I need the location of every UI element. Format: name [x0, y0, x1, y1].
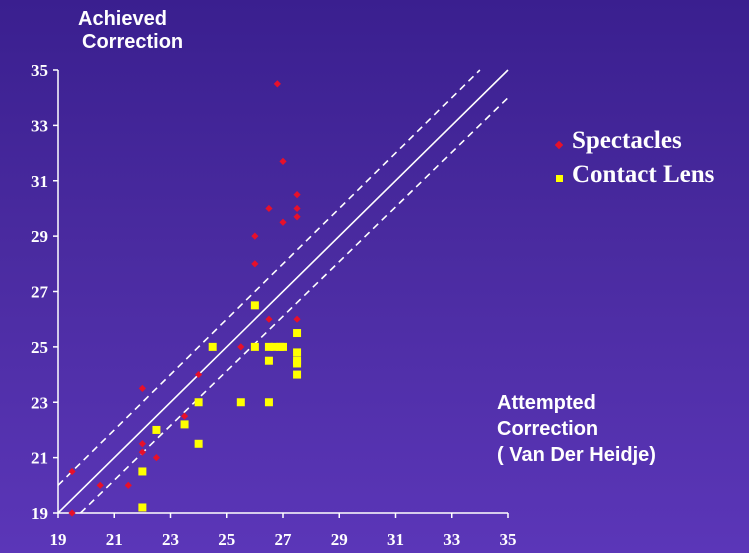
spectacles-point — [293, 315, 301, 323]
contact-lens-point — [250, 342, 259, 351]
y-tick-label: 21 — [31, 449, 48, 468]
dashed-reference-line — [79, 97, 509, 514]
x-tick-label: 35 — [500, 530, 517, 549]
spectacles-point — [293, 213, 301, 221]
spectacles-point — [279, 157, 287, 165]
spectacles-point — [251, 260, 259, 268]
x-tick-label: 25 — [218, 530, 235, 549]
y-tick-label: 31 — [31, 172, 48, 191]
spectacles-point — [96, 481, 104, 489]
square-marker-icon — [552, 161, 566, 189]
spectacles-point — [195, 370, 203, 379]
contact-lens-point — [264, 398, 273, 407]
x-tick-label: 19 — [50, 530, 67, 549]
contact-lens-point — [250, 301, 259, 310]
y-tick-label: 25 — [31, 338, 48, 357]
y-tick-label: 27 — [31, 283, 49, 302]
spectacles-point — [273, 80, 281, 88]
spectacles-point — [68, 509, 76, 517]
spectacles-point — [138, 440, 146, 448]
spectacles-point — [279, 218, 287, 226]
x-tick-label: 33 — [443, 530, 460, 549]
contact-lens-point — [293, 329, 302, 338]
legend-item-spectacles: Spectacles — [552, 124, 714, 158]
contact-lens-point — [138, 503, 147, 512]
spectacles-point — [68, 467, 76, 476]
x-axis-title-line: ( Van Der Heidje) — [497, 444, 656, 466]
contact-lens-point — [293, 359, 302, 368]
y-tick-label: 29 — [31, 227, 48, 246]
y-tick-label: 33 — [31, 116, 48, 135]
diamond-marker-icon — [552, 127, 566, 155]
x-tick-label: 21 — [106, 530, 123, 549]
contact-lens-point — [293, 348, 302, 357]
x-axis-title-line: Correction — [497, 418, 599, 440]
contact-lens-point — [264, 342, 273, 351]
spectacles-point — [265, 204, 273, 213]
dashed-reference-line — [57, 69, 481, 486]
y-tick-label: 23 — [31, 393, 48, 412]
spectacles-point — [138, 448, 146, 456]
legend-label: Spectacles — [572, 127, 682, 154]
y-axis-title: Achieved Correction — [78, 8, 228, 54]
spectacles-point — [138, 384, 146, 393]
y-axis-title-line: Correction — [82, 31, 184, 53]
axes — [53, 69, 509, 518]
data-points — [68, 80, 302, 517]
legend: Spectacles Contact Lens — [552, 124, 714, 192]
contact-lens-point — [279, 342, 287, 351]
contact-lens-point — [138, 467, 147, 476]
legend-item-contact-lens: Contact Lens — [552, 158, 714, 192]
x-axis-title: Attempted Correction ( Van Der Heidje) — [497, 390, 727, 468]
tick-labels: 19 21 23 25 27 29 31 33 35 19 21 23 25 27 29 31 33 35 — [31, 61, 517, 549]
contact-lens-point — [270, 342, 279, 351]
contact-lens-point — [208, 342, 217, 351]
contact-lens-point — [194, 439, 203, 448]
contact-lens-point — [194, 398, 203, 407]
spectacles-point — [237, 343, 245, 351]
spectacles-point — [293, 190, 301, 199]
spectacles-point — [265, 315, 273, 323]
spectacles-point — [251, 232, 259, 240]
spectacles-point — [152, 454, 161, 462]
contact-lens-point — [152, 425, 161, 434]
x-tick-label: 27 — [275, 530, 293, 549]
contact-lens-point — [236, 398, 245, 407]
y-tick-label: 35 — [31, 61, 48, 80]
identity-line — [57, 69, 509, 514]
legend-label: Contact Lens — [572, 161, 715, 188]
x-tick-label: 31 — [387, 530, 404, 549]
x-tick-label: 29 — [331, 530, 348, 549]
contact-lens-point — [264, 356, 273, 365]
x-axis-title-line: Attempted — [497, 392, 596, 414]
contact-lens-point — [180, 420, 189, 429]
spectacles-point — [180, 412, 189, 420]
reference-lines — [57, 69, 509, 514]
spectacles-point — [124, 481, 132, 489]
y-axis-title-line: Achieved — [78, 8, 167, 30]
x-tick-label: 23 — [162, 530, 179, 549]
spectacles-point — [293, 204, 301, 213]
y-tick-label: 19 — [31, 504, 48, 523]
contact-lens-point — [293, 370, 302, 379]
